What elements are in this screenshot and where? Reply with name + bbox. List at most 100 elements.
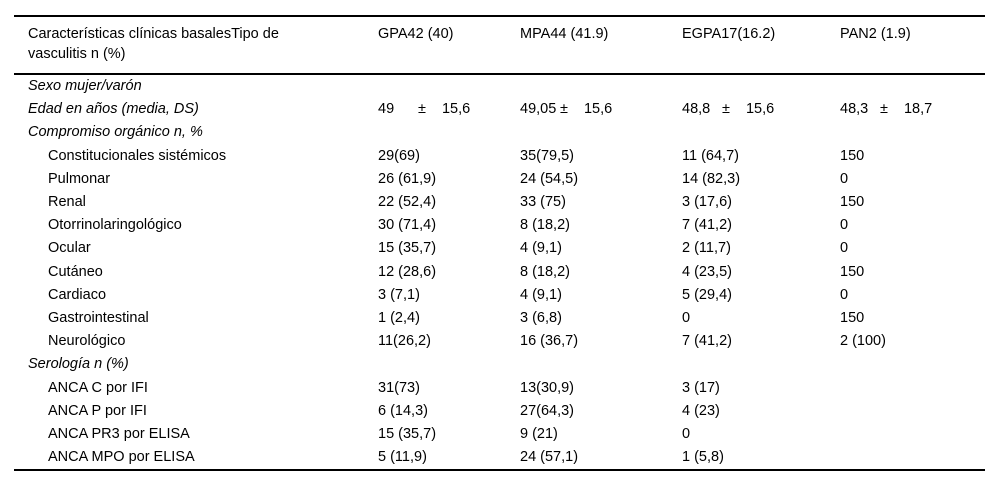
plus-minus-symbol: ± xyxy=(880,101,888,118)
cell-value xyxy=(840,400,985,423)
cell-value: 11(26,2) xyxy=(378,333,431,350)
cell-value xyxy=(840,446,985,470)
table-row-anca-p-ifi: ANCA P por IFI 6 (14,3) 27(64,3) 4 (23) xyxy=(14,400,985,423)
cell-value: 11 (64,7) xyxy=(682,147,739,164)
header-col-egpa: EGPA17(16.2) xyxy=(682,26,776,42)
cell-value xyxy=(378,353,520,376)
row-label: Serología n (%) xyxy=(28,356,129,373)
cell-value: 7 (41,2) xyxy=(682,217,732,234)
header-col-pan: PAN2 (1.9) xyxy=(840,26,911,42)
cell-value xyxy=(682,74,840,98)
cell-value xyxy=(378,74,520,98)
cell-value: 0 xyxy=(840,240,849,257)
cell-value xyxy=(520,353,682,376)
plus-minus-symbol: ± xyxy=(560,101,568,118)
table-row-cardiaco: Cardiaco 3 (7,1) 4 (9,1) 5 (29,4) 0 xyxy=(14,284,985,307)
cell-value xyxy=(682,353,840,376)
cell-value: 2 (100) xyxy=(840,333,886,350)
cell-value: 12 (28,6) xyxy=(378,263,437,280)
table-row-compromiso-organico: Compromiso orgánico n, % xyxy=(14,121,985,144)
header-label-line1: Características clínicas basalesTipo de xyxy=(28,26,279,42)
row-label: Otorrinolaringológico xyxy=(48,217,182,234)
row-label: Renal xyxy=(48,194,86,211)
row-label: Neurológico xyxy=(48,333,126,350)
cell-value: 150 xyxy=(840,194,865,211)
vasculitis-characteristics-table: Características clínicas basalesTipo de … xyxy=(14,15,985,472)
cell-value: 35(79,5) xyxy=(520,147,575,164)
sd-value: 15,6 xyxy=(745,101,775,118)
row-label: ANCA P por IFI xyxy=(48,402,147,419)
cell-value: 8 (18,2) xyxy=(520,217,570,234)
cell-value: 6 (14,3) xyxy=(378,402,428,419)
table-row-cutaneo: Cutáneo 12 (28,6) 8 (18,2) 4 (23,5) 150 xyxy=(14,261,985,284)
cell-value: 3 (7,1) xyxy=(378,286,420,303)
cell-value: 26 (61,9) xyxy=(378,170,437,187)
table-row-pulmonar: Pulmonar 26 (61,9) 24 (54,5) 14 (82,3) 0 xyxy=(14,168,985,191)
cell-value xyxy=(378,121,520,144)
row-label: Sexo mujer/varón xyxy=(28,78,142,94)
cell-value: 49 ± 15,6 xyxy=(378,98,520,121)
mean-sd-cell: 48,3 ± 18,7 xyxy=(840,98,985,121)
table-row-sexo: Sexo mujer/varón xyxy=(14,74,985,98)
cell-value: 4 (9,1) xyxy=(520,240,562,257)
cell-value: 33 (75) xyxy=(520,194,566,211)
row-label: Cutáneo xyxy=(48,263,103,280)
sd-value: 15,6 xyxy=(441,101,471,118)
cell-value: 2 (11,7) xyxy=(682,240,731,257)
cell-value: 48,8 ± 15,6 xyxy=(682,98,840,121)
row-label: Pulmonar xyxy=(48,170,111,187)
cell-value: 150 xyxy=(840,147,865,164)
table-row-anca-mpo-elisa: ANCA MPO por ELISA 5 (11,9) 24 (57,1) 1 … xyxy=(14,446,985,470)
cell-value: 30 (71,4) xyxy=(378,217,437,234)
plus-minus-symbol: ± xyxy=(418,101,426,118)
mean-sd-cell: 49 ± 15,6 xyxy=(378,98,520,121)
header-label-column: Características clínicas basalesTipo de … xyxy=(14,16,378,74)
row-label: Constitucionales sistémicos xyxy=(48,147,227,164)
cell-value: 3 (17,6) xyxy=(682,194,732,211)
table-row-serologia: Serología n (%) xyxy=(14,353,985,376)
cell-value: 15 (35,7) xyxy=(378,426,437,443)
cell-value: 3 (6,8) xyxy=(520,310,562,327)
cell-value: 29(69) xyxy=(378,147,420,164)
cell-value: 150 xyxy=(840,263,865,280)
table-row-neurologico: Neurológico 11(26,2) 16 (36,7) 7 (41,2) … xyxy=(14,330,985,353)
cell-value: 15 (35,7) xyxy=(378,240,437,257)
cell-value xyxy=(840,423,985,446)
cell-value: 22 (52,4) xyxy=(378,194,437,211)
sd-value: 18,7 xyxy=(903,101,933,118)
cell-value: 9 (21) xyxy=(520,426,558,443)
cell-value xyxy=(840,121,985,144)
row-label: Edad en años (media, DS) xyxy=(28,101,199,118)
mean-value: 48,3 xyxy=(840,101,869,118)
row-label: Compromiso orgánico n, % xyxy=(28,124,203,141)
cell-value xyxy=(840,74,985,98)
cell-value: 13(30,9) xyxy=(520,379,575,396)
header-label-line2: vasculitis n (%) xyxy=(28,46,126,62)
cell-value xyxy=(682,121,840,144)
cell-value xyxy=(840,353,985,376)
cell-value: 24 (54,5) xyxy=(520,170,579,187)
cell-value: 1 (2,4) xyxy=(378,310,420,327)
row-label: ANCA MPO por ELISA xyxy=(48,449,195,466)
plus-minus-symbol: ± xyxy=(722,101,730,118)
cell-value: 14 (82,3) xyxy=(682,170,741,187)
mean-value: 49 xyxy=(378,101,395,118)
cell-value: 8 (18,2) xyxy=(520,263,570,280)
cell-value: 0 xyxy=(840,286,849,303)
row-label: Ocular xyxy=(48,240,91,257)
table-row-constitucionales: Constitucionales sistémicos 29(69) 35(79… xyxy=(14,145,985,168)
cell-value: 5 (29,4) xyxy=(682,286,732,303)
mean-value: 48,8 xyxy=(682,101,711,118)
mean-sd-cell: 49,05 ± 15,6 xyxy=(520,98,682,121)
cell-value xyxy=(520,74,682,98)
row-label: ANCA C por IFI xyxy=(48,379,148,396)
cell-value: 0 xyxy=(840,217,849,234)
cell-value: 4 (23) xyxy=(682,402,720,419)
table-row-anca-pr3-elisa: ANCA PR3 por ELISA 15 (35,7) 9 (21) 0 xyxy=(14,423,985,446)
table-row-ocular: Ocular 15 (35,7) 4 (9,1) 2 (11,7) 0 xyxy=(14,237,985,260)
row-label: ANCA PR3 por ELISA xyxy=(48,426,190,443)
cell-value: 1 (5,8) xyxy=(682,449,724,466)
table-header-row: Características clínicas basalesTipo de … xyxy=(14,16,985,74)
cell-value: 150 xyxy=(840,310,865,327)
cell-value: 24 (57,1) xyxy=(520,449,579,466)
